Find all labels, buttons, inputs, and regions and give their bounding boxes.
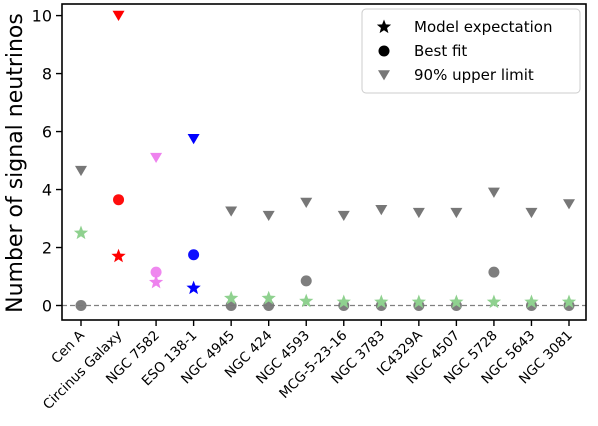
model-expectation-point xyxy=(486,294,502,309)
upper-limit-point xyxy=(375,205,388,216)
upper-limit-point xyxy=(487,187,500,198)
legend-box xyxy=(361,8,581,94)
legend-triangle-icon xyxy=(378,70,390,81)
upper-limit-point xyxy=(525,207,538,219)
upper-limit-point xyxy=(412,207,425,219)
y-tick-label: 0 xyxy=(42,297,52,316)
legend-label: Model expectation xyxy=(414,18,552,36)
y-tick-label: 2 xyxy=(42,239,52,258)
upper-limit-point xyxy=(300,197,313,208)
legend: Model expectation Best fit 90% upper limit xyxy=(361,8,581,94)
y-tick-label: 6 xyxy=(42,123,52,142)
best-fit-point xyxy=(113,194,125,206)
model-expectation-point xyxy=(261,290,276,305)
best-fit-point xyxy=(75,300,87,312)
upper-limit-point xyxy=(112,10,125,21)
upper-limit-point xyxy=(450,207,463,219)
model-expectation-point xyxy=(374,294,389,309)
model-expectation-point xyxy=(561,294,577,309)
best-fit-point xyxy=(300,275,312,287)
plot-frame xyxy=(61,3,587,321)
upper-limit-point xyxy=(337,210,350,222)
legend-label: 90% upper limit xyxy=(414,66,534,84)
model-expectation-point xyxy=(73,225,89,240)
y-axis-title: Number of signal neutrinos xyxy=(3,13,28,313)
best-fit-point xyxy=(225,300,237,312)
model-expectation-point xyxy=(186,280,201,295)
legend-circle-icon xyxy=(378,45,390,57)
upper-limit-point xyxy=(150,152,163,164)
y-tick-label: 8 xyxy=(42,65,52,84)
y-tick-label: 4 xyxy=(42,181,52,200)
model-expectation-point xyxy=(224,290,239,305)
legend-star-icon xyxy=(376,19,392,34)
model-expectation-point xyxy=(524,294,539,309)
model-expectation-point xyxy=(449,294,464,309)
upper-limit-point xyxy=(75,165,87,177)
best-fit-point xyxy=(488,266,500,278)
legend-label: Best fit xyxy=(414,42,467,60)
model-expectation-point xyxy=(148,274,164,289)
model-expectation-point xyxy=(411,294,426,309)
upper-limit-point xyxy=(187,134,200,145)
model-expectation-point xyxy=(299,293,314,308)
model-expectation-point xyxy=(111,248,126,263)
best-fit-point xyxy=(188,249,200,261)
best-fit-point xyxy=(263,300,275,312)
y-tick-label: 10 xyxy=(32,7,52,26)
upper-limit-point xyxy=(225,206,238,217)
upper-limit-point xyxy=(563,199,575,210)
best-fit-point xyxy=(150,266,162,278)
model-expectation-point xyxy=(336,294,351,309)
upper-limit-point xyxy=(262,210,275,222)
